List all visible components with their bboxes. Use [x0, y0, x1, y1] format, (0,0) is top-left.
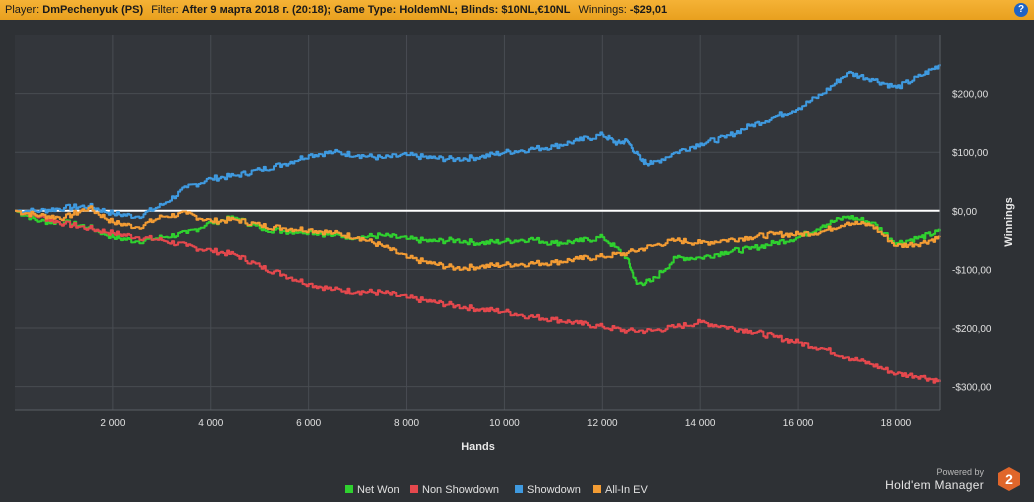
series-line-all-in-ev	[15, 205, 941, 272]
filter-header-bar: Player: DmPechenyuk (PS) Filter: After 9 м…	[0, 0, 1034, 20]
y-tick-label: -$300,00	[952, 383, 992, 394]
x-tick-label: 18 000	[881, 418, 912, 429]
legend-label: Showdown	[527, 484, 581, 496]
y-tick-label: -$100,00	[952, 265, 992, 276]
hm2-logo-icon: 2	[998, 467, 1020, 491]
x-tick-label: 10 000	[489, 418, 520, 429]
x-tick-label: 12 000	[587, 418, 618, 429]
winnings-value: -$29,01	[629, 4, 668, 16]
legend-label: Non Showdown	[422, 484, 499, 496]
series-line-net-won	[15, 209, 941, 287]
x-tick-label: 6 000	[296, 418, 321, 429]
legend-label: Net Won	[357, 484, 400, 496]
x-axis-title: Hands	[461, 441, 495, 453]
grid-lines	[15, 35, 940, 410]
legend-swatch	[515, 485, 523, 493]
x-tick-label: 16 000	[783, 418, 814, 429]
filter-value: After 9 марта 2018 г. (20:18); Game Type…	[181, 4, 571, 16]
branding-logo: Powered by Hold'em Manager 2	[884, 464, 1024, 494]
x-tick-label: 4 000	[198, 418, 223, 429]
player-value: DmPechenyuk (PS)	[42, 4, 144, 16]
help-icon[interactable]: ?	[1014, 3, 1028, 17]
legend-swatch	[410, 485, 418, 493]
series-group	[15, 64, 941, 384]
y-tick-label: $100,00	[952, 148, 989, 159]
series-line-showdown	[15, 64, 941, 220]
y-axis-title: Winnings	[1003, 197, 1015, 246]
logo-version: 2	[1005, 471, 1013, 487]
winnings-graph: 2 000 4 000 6 000 8 000 10 000 12 000 14 000 16…	[15, 35, 1015, 496]
x-tick-label: 2 000	[100, 418, 125, 429]
product-name: Hold'em Manager	[885, 478, 984, 492]
x-tick-label: 8 000	[394, 418, 419, 429]
legend-swatch	[593, 485, 601, 493]
y-tick-labels: $200,00 $100,00 $0,00 -$100,00 -$200,00 -$300…	[952, 90, 992, 394]
winnings-label: Winnings:	[578, 4, 627, 16]
legend: Net Won Non Showdown Showdown All-In EV	[345, 484, 648, 496]
plot-area	[15, 35, 940, 410]
series-line-non-showdown	[15, 209, 941, 384]
legend-swatch	[345, 485, 353, 493]
y-tick-label: -$200,00	[952, 324, 992, 335]
legend-label: All-In EV	[605, 484, 648, 496]
player-label: Player:	[5, 4, 40, 16]
y-tick-label: $0,00	[952, 207, 977, 218]
x-tick-labels: 2 000 4 000 6 000 8 000 10 000 12 000 14 000 16…	[100, 418, 911, 429]
filter-label: Filter:	[151, 4, 179, 16]
x-tick-label: 14 000	[685, 418, 716, 429]
powered-by-text: Powered by	[936, 467, 984, 477]
y-tick-label: $200,00	[952, 90, 989, 101]
